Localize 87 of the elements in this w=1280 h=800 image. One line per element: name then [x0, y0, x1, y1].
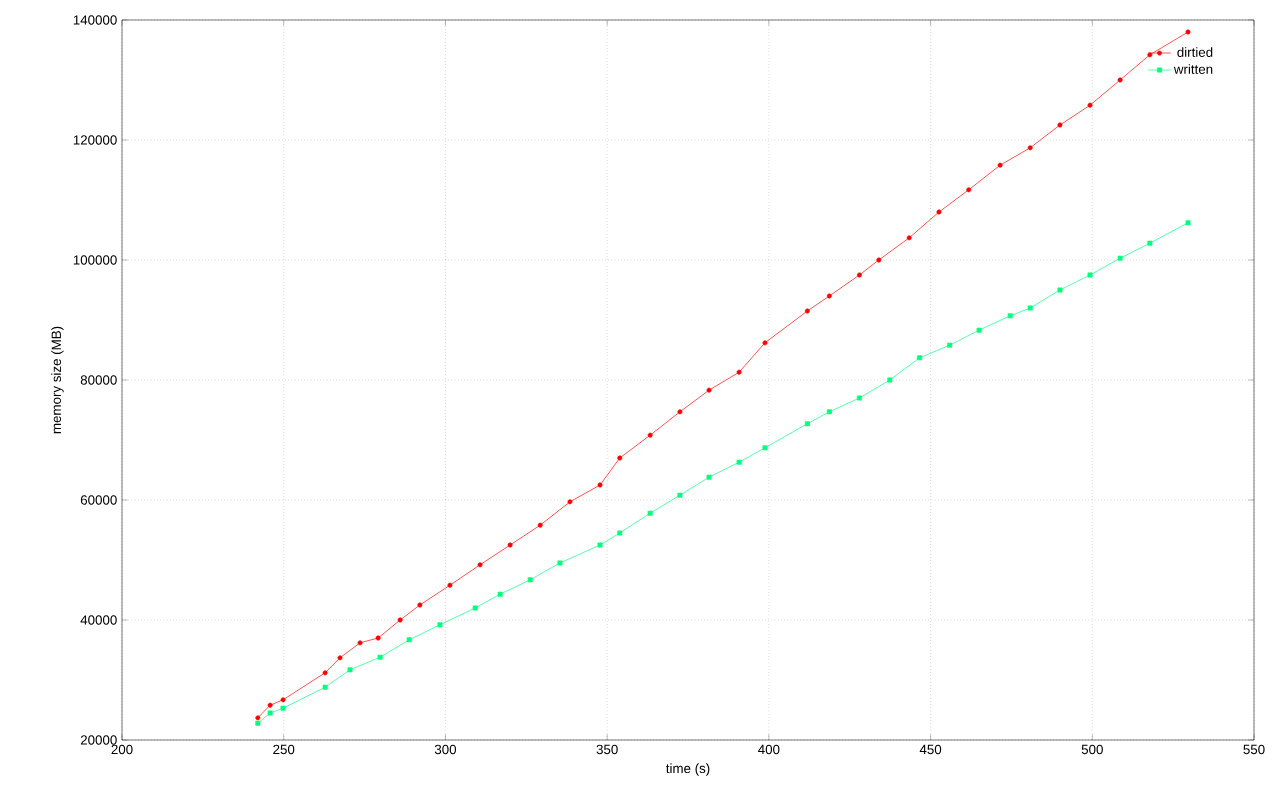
point [537, 522, 543, 528]
point [406, 637, 412, 643]
point [706, 474, 712, 480]
point [826, 409, 832, 415]
point [347, 667, 353, 673]
legend-label: written [1173, 64, 1213, 74]
point [736, 459, 742, 465]
x-tick-label: 200 [111, 744, 133, 755]
x-tick-label: 450 [919, 744, 942, 755]
point [1087, 272, 1093, 278]
point [617, 530, 623, 536]
point [497, 591, 503, 597]
y-axis-title: memory size (MB) [51, 326, 64, 434]
x-axis-title: time (s) [666, 763, 710, 776]
point [906, 235, 912, 241]
point [976, 327, 982, 333]
point [1087, 102, 1093, 108]
point [447, 582, 453, 588]
x-tick-label: 500 [1081, 744, 1103, 755]
point [617, 455, 623, 461]
point [647, 510, 653, 516]
x-tick-label: 550 [1243, 744, 1265, 755]
point [1007, 313, 1013, 319]
point [557, 560, 563, 566]
point [1185, 29, 1191, 35]
point [1057, 122, 1063, 128]
point [322, 684, 328, 690]
point [936, 209, 942, 215]
y-tick-label: 120000 [73, 135, 117, 145]
point [255, 720, 261, 726]
x-tick-label: 400 [758, 744, 780, 755]
point [417, 602, 423, 608]
point [567, 499, 573, 505]
point [597, 542, 603, 548]
point [1027, 145, 1033, 151]
point [375, 635, 381, 641]
point [1027, 305, 1033, 311]
point [337, 655, 343, 661]
point [255, 715, 261, 721]
point [280, 705, 286, 711]
point [437, 622, 443, 628]
point [677, 409, 683, 415]
x-tick-label: 300 [434, 744, 457, 755]
point [1147, 52, 1153, 58]
point [280, 697, 286, 703]
point [597, 482, 603, 488]
point [762, 445, 768, 451]
point [856, 272, 862, 278]
point [762, 340, 768, 346]
point [706, 387, 712, 393]
point [1117, 255, 1123, 261]
y-tick-label: 60000 [80, 495, 117, 505]
point [507, 542, 513, 548]
y-tick-label: 20000 [80, 735, 117, 745]
point [917, 355, 923, 361]
y-tick-label: 140000 [73, 15, 117, 25]
point [267, 710, 273, 716]
point [377, 654, 383, 660]
point [876, 257, 882, 263]
point [997, 162, 1003, 168]
y-tick-label: 40000 [80, 615, 117, 625]
x-tick-label: 350 [596, 744, 618, 755]
point [267, 702, 273, 708]
point [887, 377, 893, 383]
point [397, 617, 403, 623]
point [1147, 240, 1153, 246]
y-tick-label: 80000 [80, 375, 117, 385]
point [677, 492, 683, 498]
point [804, 308, 810, 314]
x-tick-label: 250 [273, 744, 295, 755]
point [647, 432, 653, 438]
point [322, 670, 328, 676]
point [527, 577, 533, 583]
point [826, 293, 832, 299]
point [947, 342, 953, 348]
point [1185, 220, 1191, 226]
point [856, 395, 862, 401]
point [804, 421, 810, 427]
point [472, 605, 478, 611]
y-tick-label: 100000 [73, 255, 117, 265]
point [1057, 287, 1063, 293]
legend-label: dirtied [1177, 47, 1213, 57]
point [477, 562, 483, 568]
point [1117, 77, 1123, 83]
point [736, 369, 742, 375]
point [357, 640, 363, 646]
point [966, 187, 972, 193]
